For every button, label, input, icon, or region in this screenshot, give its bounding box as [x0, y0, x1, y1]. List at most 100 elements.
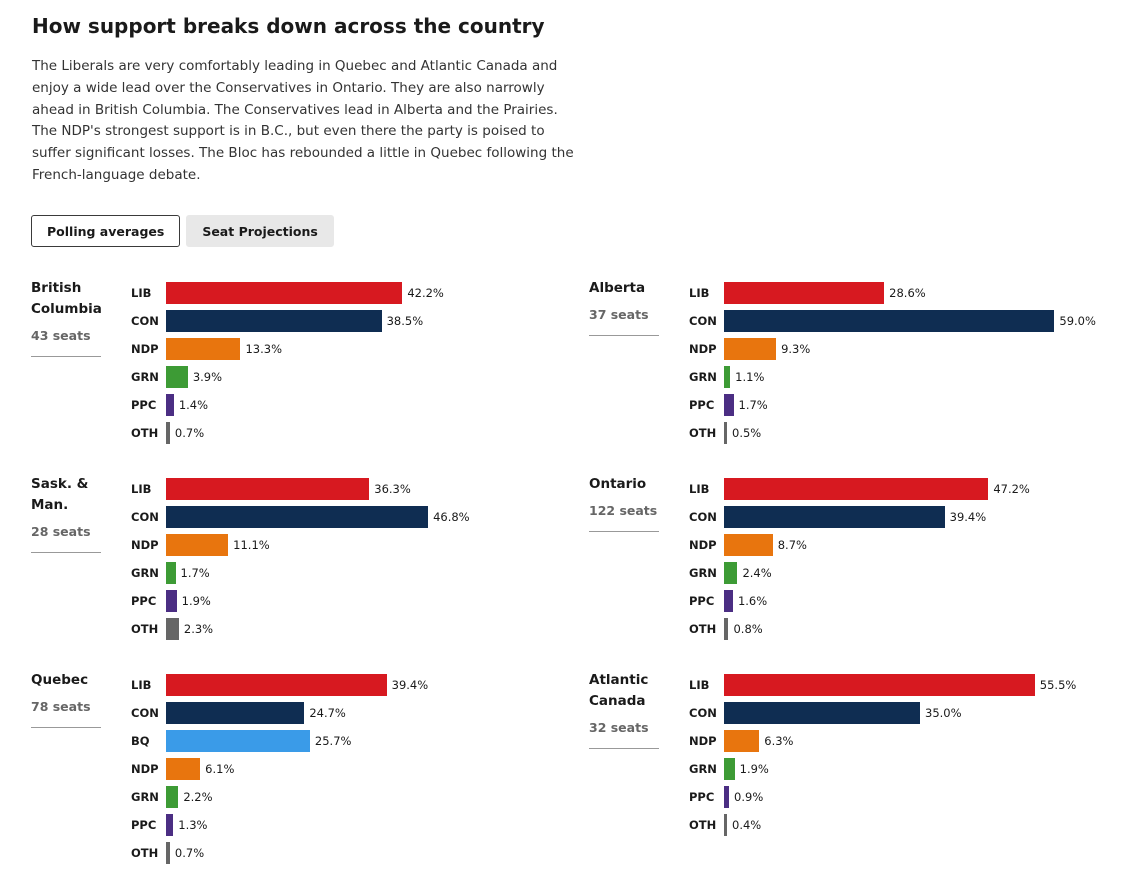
party-label: LIB [689, 678, 710, 692]
bar-row: LIB 36.3% [131, 475, 470, 503]
bar-value-label: 35.0% [925, 706, 962, 720]
description: The Liberals are very comfortably leadin… [32, 58, 574, 183]
bar-value-label: 39.4% [949, 510, 987, 524]
bar-ppc [724, 394, 734, 416]
bar-ppc [724, 786, 730, 808]
bar-value-label: 42.2% [407, 286, 444, 300]
bar-row: BQ 25.7% [131, 727, 428, 755]
bar-value-label: 2.3% [183, 622, 214, 636]
bar-row: PPC 0.9% [689, 783, 1076, 811]
bar-grn [724, 758, 735, 780]
bar-value-label: 0.4% [732, 818, 762, 832]
party-label: NDP [131, 342, 159, 356]
bar-value-label: 0.7% [174, 426, 205, 440]
region-header: Ontario 122 seats [589, 474, 669, 532]
bar-grn [166, 786, 179, 808]
tab-polling-averages[interactable]: Polling averages [31, 215, 181, 247]
page-title: How support breaks down across the count… [32, 14, 545, 38]
tab-bar: Polling averages Seat Projections [31, 215, 334, 247]
bar-row: PPC 1.9% [131, 587, 470, 615]
bar-ppc [166, 814, 174, 836]
bar-oth [166, 842, 170, 864]
bar-value-label: 0.7% [174, 846, 205, 860]
party-label: BQ [131, 734, 150, 748]
region-header: Atlantic Canada 32 seats [589, 670, 669, 749]
bar-row: NDP 8.7% [689, 531, 1030, 559]
bar-value-label: 2.4% [742, 566, 772, 580]
party-label: CON [131, 314, 159, 328]
bar-oth [724, 618, 729, 640]
region-seat-count: 122 seats [589, 500, 659, 532]
bar-ndp [166, 338, 241, 360]
bar-value-label: 9.3% [781, 342, 811, 356]
bar-ndp [724, 534, 773, 556]
bar-value-label: 0.8% [733, 622, 763, 636]
bar-value-label: 55.5% [1039, 678, 1077, 692]
bar-value-label: 2.2% [183, 790, 213, 804]
region-name: Alberta [589, 280, 646, 296]
bar-ndp [724, 338, 777, 360]
bar-list: LIB 28.6% CON 59.0% NDP 9.3% GRN 1.1% PPC 1.7% OTH… [689, 279, 1096, 447]
bar-row: PPC 1.4% [131, 391, 444, 419]
bar-row: PPC 1.7% [689, 391, 1096, 419]
party-label: NDP [689, 342, 717, 356]
bar-con [166, 702, 305, 724]
bar-row: OTH 0.7% [131, 419, 444, 447]
bar-value-label: 1.1% [735, 370, 765, 384]
bar-row: LIB 42.2% [131, 279, 444, 307]
bar-row: LIB 39.4% [131, 671, 428, 699]
party-label: GRN [689, 370, 717, 384]
bar-row: OTH 0.4% [689, 811, 1076, 839]
party-label: PPC [131, 594, 157, 608]
bar-value-label: 6.1% [205, 762, 235, 776]
bar-row: GRN 1.7% [131, 559, 470, 587]
bar-row: CON 38.5% [131, 307, 444, 335]
region-header: Alberta 37 seats [589, 278, 669, 336]
party-label: GRN [689, 762, 717, 776]
party-label: GRN [131, 790, 159, 804]
bar-oth [166, 618, 179, 640]
bar-row: GRN 2.2% [131, 783, 428, 811]
bar-list: LIB 36.3% CON 46.8% NDP 11.1% GRN 1.7% PPC 1.9% OT… [131, 475, 470, 643]
bar-value-label: 3.9% [192, 370, 223, 384]
bar-value-label: 1.9% [181, 594, 211, 608]
bar-row: OTH 0.5% [689, 419, 1096, 447]
party-label: CON [689, 706, 717, 720]
party-label: PPC [689, 594, 715, 608]
region-seat-count: 43 seats [31, 325, 101, 357]
bar-lib [724, 674, 1035, 696]
bar-value-label: 1.6% [737, 594, 768, 608]
bar-list: LIB 47.2% CON 39.4% NDP 8.7% GRN 2.4% PPC 1.6% OTH… [689, 475, 1030, 643]
bar-row: CON 59.0% [689, 307, 1096, 335]
bar-value-label: 11.1% [233, 538, 270, 552]
bar-value-label: 59.0% [1059, 314, 1096, 328]
bar-ndp [166, 534, 229, 556]
region-seat-count: 37 seats [589, 304, 659, 336]
party-label: NDP [131, 538, 159, 552]
bar-grn [166, 562, 176, 584]
bar-con [724, 702, 920, 724]
bar-list: LIB 39.4% CON 24.7% BQ 25.7% NDP 6.1% GRN 2.2% PPC… [131, 671, 428, 867]
bar-value-label: 0.5% [732, 426, 762, 440]
bar-row: GRN 3.9% [131, 363, 444, 391]
party-label: NDP [131, 762, 159, 776]
bar-lib [724, 478, 989, 500]
bar-lib [724, 282, 885, 304]
party-label: OTH [131, 622, 159, 636]
bar-row: PPC 1.6% [689, 587, 1030, 615]
bar-row: NDP 6.1% [131, 755, 428, 783]
bar-value-label: 1.3% [178, 818, 208, 832]
bar-grn [724, 366, 731, 388]
party-label: GRN [131, 370, 159, 384]
bar-oth [724, 422, 727, 444]
bar-value-label: 46.8% [433, 510, 470, 524]
bar-row: LIB 47.2% [689, 475, 1030, 503]
tab-seat-projections[interactable]: Seat Projections [186, 215, 334, 247]
party-label: OTH [689, 622, 717, 636]
party-label: LIB [131, 286, 152, 300]
bar-value-label: 0.9% [734, 790, 764, 804]
region-name: Ontario [589, 476, 647, 492]
bar-row: GRN 1.1% [689, 363, 1096, 391]
region-name: Quebec [31, 672, 89, 688]
party-label: NDP [689, 538, 717, 552]
